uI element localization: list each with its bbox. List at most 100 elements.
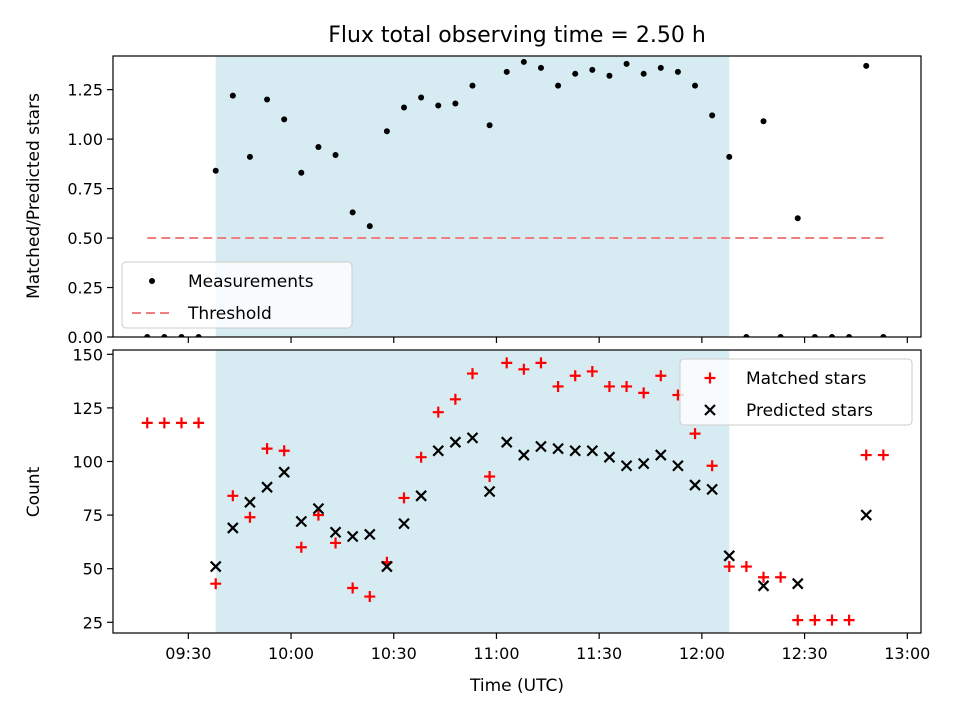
legend-box xyxy=(679,358,913,426)
y-tick-label: 1.00 xyxy=(67,130,103,149)
matched-star-point xyxy=(569,370,581,382)
x-tick-label: 09:30 xyxy=(165,644,211,663)
measurement-point xyxy=(880,334,887,337)
matched-star-point xyxy=(141,417,153,429)
measurement-point xyxy=(418,94,425,101)
predicted-star-point xyxy=(329,526,342,539)
x-tick-label: 12:30 xyxy=(782,644,828,663)
matched-star-point xyxy=(210,578,222,590)
x-tick-label: 11:00 xyxy=(473,644,519,663)
measurement-point xyxy=(572,70,579,77)
predicted-star-point xyxy=(586,444,599,457)
measurement-point xyxy=(144,334,151,337)
measurement-point xyxy=(606,72,613,79)
matched-star-point xyxy=(621,380,633,392)
measurement-point xyxy=(537,64,544,71)
matched-star-point xyxy=(261,443,273,455)
y-tick-label: 0.00 xyxy=(67,328,103,347)
legend-label: Measurements xyxy=(188,272,314,292)
predicted-star-point xyxy=(483,485,496,498)
predicted-star-point xyxy=(655,449,667,461)
matched-star-point xyxy=(244,511,256,523)
matched-star-point xyxy=(415,451,427,463)
matched-star-point xyxy=(638,387,650,399)
measurement-point xyxy=(828,334,835,337)
matched-star-point xyxy=(877,449,889,461)
matched-star-point xyxy=(449,393,461,405)
x-tick-label: 10:00 xyxy=(268,644,314,663)
predicted-star-point xyxy=(432,444,445,457)
legend-label: Matched stars xyxy=(746,369,866,389)
matched-star-point xyxy=(809,614,821,626)
matched-star-point xyxy=(740,561,752,573)
matched-star-point xyxy=(347,582,359,594)
predicted-star-point xyxy=(791,577,804,590)
matched-star-point xyxy=(484,470,496,482)
legend-box xyxy=(121,261,353,329)
matched-star-point xyxy=(655,370,667,382)
matched-star-point xyxy=(552,380,564,392)
measurement-point xyxy=(383,128,390,135)
y-tick-label: 100 xyxy=(72,452,103,471)
axes-frame xyxy=(112,349,922,634)
predicted-star-point xyxy=(381,560,393,573)
matched-star-point xyxy=(603,380,615,392)
legend-marker-dot xyxy=(149,278,155,284)
predicted-star-point xyxy=(415,490,427,502)
y-tick-label: 0.50 xyxy=(67,229,103,248)
x-tick-label: 10:30 xyxy=(371,644,417,663)
matched-star-point xyxy=(518,363,530,375)
measurement-point xyxy=(794,215,801,222)
y-tick-label: 0.25 xyxy=(67,279,103,298)
measurement-point xyxy=(486,122,493,129)
measurement-point xyxy=(332,151,339,158)
predicted-star-point xyxy=(227,522,239,534)
measurement-point xyxy=(640,70,647,77)
predicted-star-point xyxy=(518,449,530,461)
matched-star-point xyxy=(158,417,170,429)
observing-window-span xyxy=(215,350,730,633)
x-axis-label: Time (UTC) xyxy=(469,676,564,696)
measurement-point xyxy=(178,334,185,337)
matched-star-point xyxy=(295,541,307,553)
predicted-star-point xyxy=(346,530,359,543)
matched-star-point xyxy=(792,614,804,626)
predicted-star-point xyxy=(364,528,376,541)
measurement-point xyxy=(777,334,784,337)
measurement-point xyxy=(674,68,681,75)
matched-star-point xyxy=(278,445,290,457)
legend: Matched stars Predicted stars xyxy=(679,358,913,426)
measurement-point xyxy=(520,58,527,65)
legend: Measurements Threshold xyxy=(121,261,353,329)
measurement-point xyxy=(760,118,767,125)
predicted-star-point xyxy=(672,459,684,472)
predicted-star-point xyxy=(689,479,701,491)
predicted-star-point xyxy=(261,481,273,493)
measurement-point xyxy=(195,334,202,337)
measurement-point xyxy=(743,334,750,337)
matched-star-point xyxy=(312,509,324,521)
legend-marker-x xyxy=(704,404,716,416)
measurement-point xyxy=(264,96,271,103)
legend-label: Predicted stars xyxy=(746,401,873,421)
predicted-star-point xyxy=(860,509,872,521)
measurement-point xyxy=(811,334,818,337)
matched-star-point xyxy=(364,591,376,603)
matched-star-point xyxy=(860,449,872,461)
measurement-point xyxy=(692,82,699,89)
measurement-point xyxy=(589,66,596,73)
measurement-point xyxy=(726,153,733,160)
y-tick-label: 25 xyxy=(83,613,103,632)
matched-star-point xyxy=(758,571,770,583)
predicted-star-point xyxy=(449,436,462,448)
predicted-star-point xyxy=(723,550,736,562)
predicted-star-point xyxy=(295,515,308,528)
measurement-point xyxy=(452,100,459,107)
data-layer xyxy=(144,58,887,337)
predicted-star-point xyxy=(569,444,581,457)
matched-star-point xyxy=(586,365,598,377)
predicted-star-point xyxy=(244,496,256,508)
matched-star-point xyxy=(175,417,187,429)
measurement-point xyxy=(846,334,853,337)
